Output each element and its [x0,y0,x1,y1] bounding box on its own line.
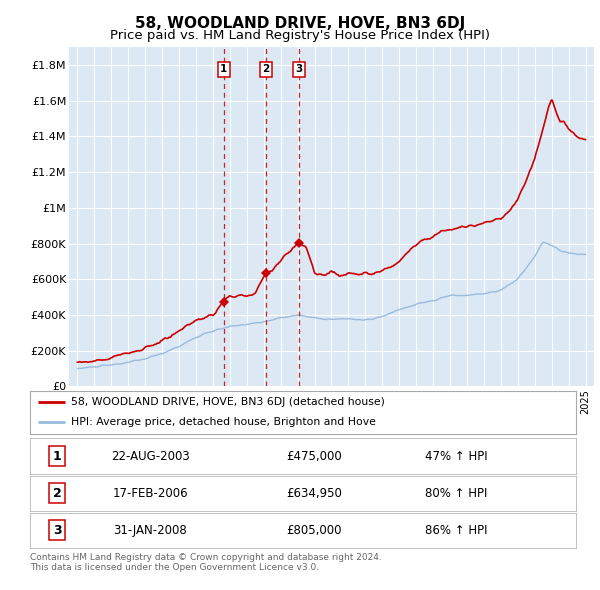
Text: 3: 3 [295,64,302,74]
Text: 31-JAN-2008: 31-JAN-2008 [113,524,187,537]
Text: Contains HM Land Registry data © Crown copyright and database right 2024.
This d: Contains HM Land Registry data © Crown c… [30,553,382,572]
Text: 1: 1 [53,450,62,463]
Text: 86% ↑ HPI: 86% ↑ HPI [425,524,487,537]
Text: 58, WOODLAND DRIVE, HOVE, BN3 6DJ: 58, WOODLAND DRIVE, HOVE, BN3 6DJ [135,16,465,31]
Text: Price paid vs. HM Land Registry's House Price Index (HPI): Price paid vs. HM Land Registry's House … [110,30,490,42]
Text: £805,000: £805,000 [286,524,341,537]
Text: 58, WOODLAND DRIVE, HOVE, BN3 6DJ (detached house): 58, WOODLAND DRIVE, HOVE, BN3 6DJ (detac… [71,397,385,407]
Text: 1: 1 [220,64,227,74]
Text: HPI: Average price, detached house, Brighton and Hove: HPI: Average price, detached house, Brig… [71,417,376,427]
Text: 3: 3 [53,524,62,537]
Text: 17-FEB-2006: 17-FEB-2006 [112,487,188,500]
Text: 80% ↑ HPI: 80% ↑ HPI [425,487,487,500]
Text: 47% ↑ HPI: 47% ↑ HPI [425,450,487,463]
Text: 2: 2 [53,487,62,500]
Text: 22-AUG-2003: 22-AUG-2003 [111,450,190,463]
Text: £634,950: £634,950 [286,487,342,500]
Text: 2: 2 [262,64,269,74]
Text: £475,000: £475,000 [286,450,342,463]
